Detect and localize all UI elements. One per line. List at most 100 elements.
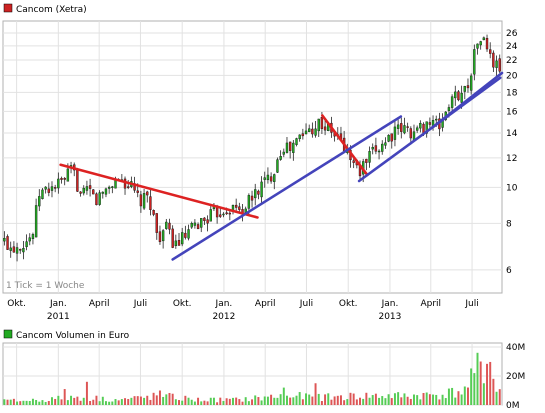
candle-body [403, 125, 406, 134]
volume-bar [16, 401, 19, 405]
candle-body [282, 151, 285, 155]
volume-y-tick-label: 0M [506, 401, 520, 411]
candle-body [412, 131, 416, 140]
volume-bar [435, 394, 438, 405]
candle-body [450, 96, 454, 108]
candle-body [139, 194, 143, 207]
candle-body [238, 206, 241, 210]
candle-body [146, 191, 149, 196]
volume-bar [70, 395, 73, 405]
volume-bar [263, 396, 266, 405]
volume-bar [184, 395, 187, 405]
candle-body [200, 218, 203, 228]
volume-bar [292, 397, 295, 405]
volume-bar [333, 396, 336, 405]
volume-bar [419, 399, 422, 405]
volume-bar [409, 398, 412, 405]
candle-body [371, 147, 374, 150]
volume-bar [212, 397, 215, 405]
volume-bar [257, 397, 260, 405]
candle-body [396, 124, 400, 129]
candle-body [390, 133, 393, 142]
candle-body [165, 221, 168, 229]
volume-bar [22, 400, 25, 405]
candle-body [381, 143, 384, 152]
volume-bar [400, 397, 403, 405]
volume-bar [155, 395, 158, 405]
volume-bar [406, 396, 409, 405]
volume-bar [219, 397, 222, 405]
volume-bar [136, 396, 139, 405]
x-tick-label: Jan. [49, 299, 67, 309]
candle-body [387, 134, 390, 142]
volume-bar [101, 396, 104, 405]
volume-y-tick-label: 40M [506, 343, 525, 353]
candle-body [6, 236, 9, 250]
candle-body [254, 189, 257, 199]
candle-body [311, 128, 314, 135]
candle-body [425, 121, 428, 134]
volume-bar [279, 394, 282, 405]
volume-bar [130, 397, 133, 405]
candle-body [469, 75, 473, 91]
candle-body [279, 156, 282, 160]
candle-body [168, 222, 171, 230]
candle-body [82, 187, 85, 194]
volume-bar [162, 396, 165, 405]
x-year-label: 2012 [212, 312, 235, 322]
volume-bar [403, 393, 406, 405]
x-tick-label: April [89, 299, 110, 309]
volume-bar [9, 399, 12, 405]
volume-bar [104, 401, 107, 405]
candle-body [457, 91, 460, 101]
volume-bar [108, 401, 111, 405]
candle-body [419, 122, 422, 129]
volume-bar [346, 399, 349, 405]
candle-body [260, 181, 263, 198]
price-y-tick-label: 14 [506, 129, 518, 139]
volume-bar [390, 398, 393, 405]
volume-bar [413, 394, 415, 405]
volume-bar [25, 400, 28, 405]
volume-bar [330, 399, 333, 405]
volume-bar [454, 397, 457, 405]
volume-bar [57, 395, 60, 405]
candle-body [298, 134, 301, 140]
candle-body [92, 189, 95, 195]
volume-bar [374, 393, 377, 405]
volume-bar [289, 397, 292, 405]
candle-body [28, 237, 31, 242]
x-tick-label: Okt. [173, 299, 192, 309]
candle-body [44, 186, 47, 190]
volume-bar [495, 391, 498, 405]
volume-bar [298, 392, 301, 405]
candle-body [88, 185, 92, 189]
volume-bar [381, 396, 384, 405]
candle-body [142, 193, 146, 209]
candle-body [12, 246, 16, 253]
candle-body [66, 168, 70, 182]
candle-body [34, 205, 38, 238]
candle-body [196, 224, 200, 230]
volume-bar [428, 394, 431, 405]
volume-bar [425, 392, 428, 405]
candle-body [57, 178, 60, 189]
volume-bar [438, 399, 441, 405]
volume-bar [235, 397, 238, 405]
price-y-tick-label: 6 [506, 266, 512, 276]
candle-body [374, 145, 378, 152]
volume-bar [393, 393, 396, 405]
candle-body [250, 195, 254, 201]
volume-bar [190, 399, 193, 405]
volume-bar [95, 395, 98, 405]
volume-bar [463, 386, 466, 405]
x-year-label: 2013 [378, 312, 401, 322]
price-y-tick-label: 22 [506, 56, 517, 66]
volume-bar [276, 397, 279, 405]
tick-note: 1 Tick = 1 Woche [6, 281, 85, 291]
candle-body [295, 138, 298, 145]
volume-bar [260, 400, 263, 405]
candle-body [47, 188, 51, 193]
candle-body [368, 151, 371, 163]
candle-body [495, 60, 498, 68]
